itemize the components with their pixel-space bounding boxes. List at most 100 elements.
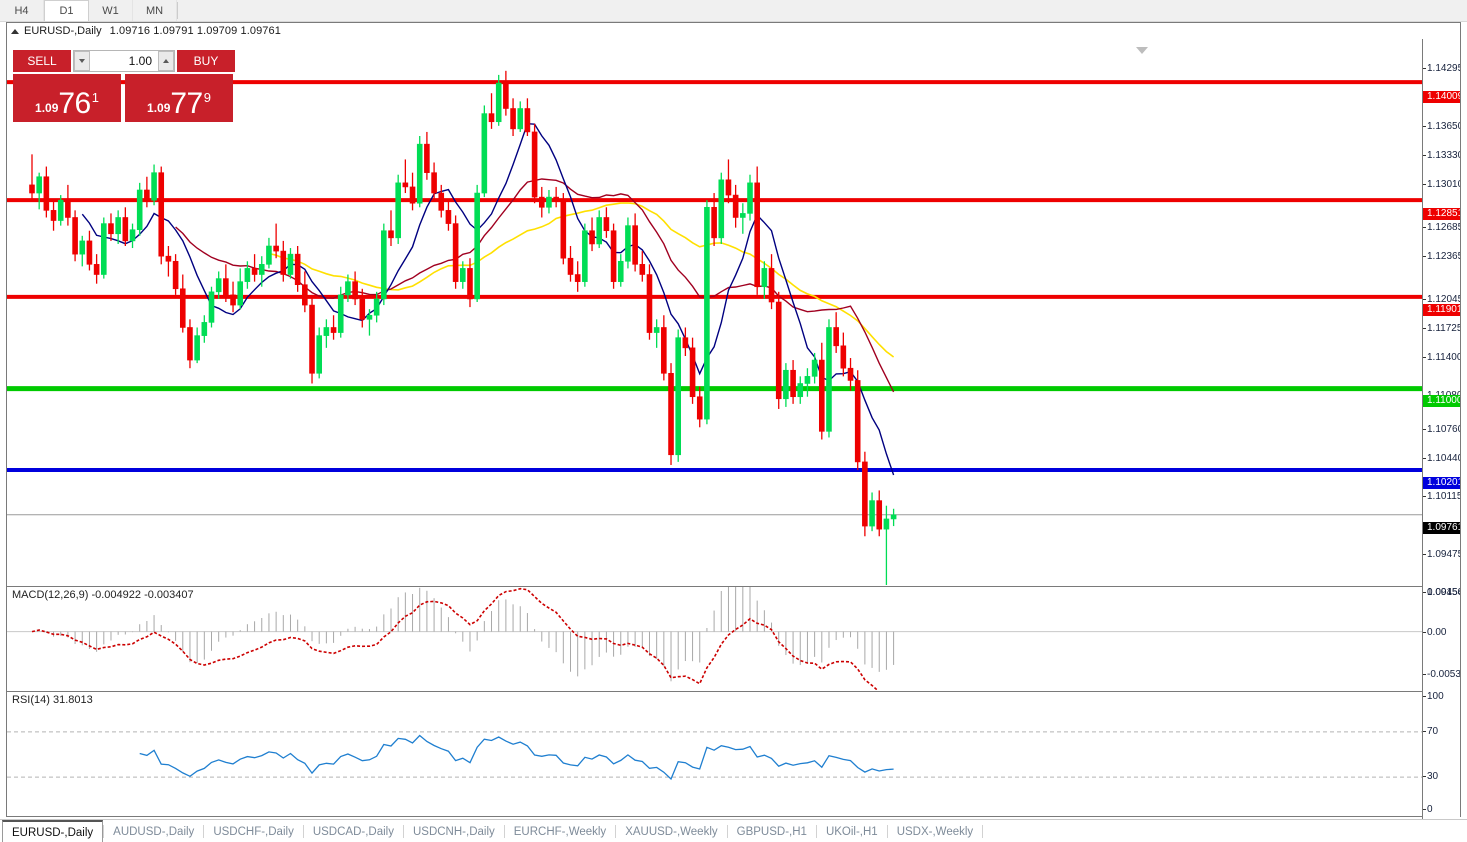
timeframe-button-d1[interactable]: D1 <box>44 0 89 21</box>
current-price-badge[interactable]: 1.09761 <box>1423 522 1460 534</box>
support-level-blue[interactable]: 1.10201 <box>1423 477 1460 489</box>
oct-controls-row: SELL 1.00 BUY <box>13 50 235 72</box>
buy-price-big: 77 <box>170 87 203 120</box>
toolbar-empty-area <box>178 0 1467 21</box>
chart-end-marker-icon[interactable] <box>1136 47 1148 54</box>
buy-button[interactable]: BUY <box>177 50 235 72</box>
price-tick: 1.12365 <box>1423 251 1460 263</box>
badge-label: 1.09761 <box>1427 522 1460 533</box>
macd-tick: 0.00 <box>1423 627 1460 639</box>
price-tick: 1.10760 <box>1423 424 1460 436</box>
tick-label: 1.09150 <box>1427 587 1460 598</box>
tick-label: 1.13650 <box>1427 121 1460 132</box>
price-tick: 1.13010 <box>1423 179 1460 191</box>
oct-price-row: 1.09 76 1 1.09 77 9 <box>13 74 235 122</box>
tick-label: 30 <box>1427 771 1439 782</box>
price-tick: 1.11400 <box>1423 352 1460 364</box>
resistance-level-1[interactable]: 1.14009 <box>1423 91 1460 103</box>
tick-label: 1.10440 <box>1427 453 1460 464</box>
support-level-green[interactable]: 1.11000 <box>1423 395 1460 407</box>
price-tick: 1.11725 <box>1423 323 1460 335</box>
buy-price-button[interactable]: 1.09 77 9 <box>125 74 233 122</box>
volume-increment-button[interactable] <box>158 51 174 71</box>
chevron-up-icon <box>163 59 169 63</box>
price-tick: 1.10440 <box>1423 453 1460 465</box>
tab-separator <box>886 825 888 838</box>
rsi-pane[interactable]: RSI(14) 31.8013 <box>7 691 1422 822</box>
tick-label: 0.004544 <box>1427 587 1460 598</box>
tick-label: 0 <box>1427 804 1433 815</box>
price-tick: 1.10115 <box>1423 491 1460 503</box>
price-tick: 1.12685 <box>1423 222 1460 234</box>
tab-separator <box>815 825 817 838</box>
tab-separator <box>402 825 404 838</box>
badge-label: 1.14009 <box>1427 91 1460 102</box>
chart-tab-eurchf--weekly[interactable]: EURCHF-,Weekly <box>513 825 607 838</box>
volume-decrement-button[interactable] <box>74 51 90 71</box>
tab-separator <box>302 825 304 838</box>
triangle-up-icon[interactable] <box>11 28 19 34</box>
chart-tab-ukoil--h1[interactable]: UKOil-,H1 <box>825 825 878 838</box>
tab-separator <box>503 825 505 838</box>
sell-button[interactable]: SELL <box>13 50 71 72</box>
chart-tab-usdcad--daily[interactable]: USDCAD-,Daily <box>312 825 394 838</box>
tick-dash <box>1423 68 1426 69</box>
tick-dash <box>1423 458 1426 459</box>
tick-label: 1.12365 <box>1427 251 1460 262</box>
tick-dash <box>1423 696 1426 697</box>
timeframe-button-w1[interactable]: W1 <box>89 0 133 21</box>
rsi-tick: 30 <box>1423 771 1460 783</box>
chart-header: EURUSD-,Daily 1.09716 1.09791 1.09709 1.… <box>7 23 1460 39</box>
tick-label: 1.11725 <box>1427 323 1460 334</box>
resistance-level-2[interactable]: 1.12851 <box>1423 208 1460 220</box>
macd-label: MACD(12,26,9) -0.004922 -0.003407 <box>12 589 194 601</box>
price-tick: 1.13650 <box>1423 121 1460 133</box>
tick-dash <box>1423 328 1426 329</box>
price-pane[interactable] <box>7 39 1422 585</box>
price-tick: 1.13330 <box>1423 150 1460 162</box>
sell-price-button[interactable]: 1.09 76 1 <box>13 74 121 122</box>
tick-dash <box>1423 126 1426 127</box>
tick-dash <box>1423 809 1426 810</box>
tick-dash <box>1423 155 1426 156</box>
timeframe-toolbar: H4 D1 W1 MN <box>0 0 1467 22</box>
price-scale[interactable]: 1.14295 1.13650 1.13330 1.13010 1.12685 1.123… <box>1422 39 1460 822</box>
chart-tab-eurusd--daily[interactable]: EURUSD-,Daily <box>2 820 104 842</box>
price-tick: 1.09475 <box>1423 549 1460 561</box>
chart-window: EURUSD-,Daily 1.09716 1.09791 1.09709 1.… <box>6 22 1461 839</box>
badge-label: 1.12851 <box>1427 208 1460 219</box>
buy-price-prefix: 1.09 <box>147 101 171 115</box>
tick-label: 1.12685 <box>1427 222 1460 233</box>
badge-label: 1.11901 <box>1427 304 1460 315</box>
volume-stepper[interactable]: 1.00 <box>73 50 175 72</box>
chart-tab-audusd--daily[interactable]: AUDUSD-,Daily <box>113 825 195 838</box>
chart-tab-gbpusd--h1[interactable]: GBPUSD-,H1 <box>736 825 807 838</box>
chart-tab-usdchf--daily[interactable]: USDCHF-,Daily <box>213 825 294 838</box>
tick-dash <box>1423 496 1426 497</box>
chart-tab-usdcnh--daily[interactable]: USDCNH-,Daily <box>412 825 495 838</box>
tab-separator <box>203 825 205 838</box>
tick-label: 1.10115 <box>1427 491 1460 502</box>
tick-label: -0.005373 <box>1427 669 1460 680</box>
tick-dash <box>1423 184 1426 185</box>
chart-tab-xauusd--weekly[interactable]: XAUUSD-,Weekly <box>625 825 718 838</box>
sell-price-big: 76 <box>58 87 91 120</box>
tick-dash <box>1423 429 1426 430</box>
timeframe-button-h4[interactable]: H4 <box>0 0 44 21</box>
tick-dash <box>1423 256 1426 257</box>
tick-label: 100 <box>1427 691 1444 702</box>
tick-label: 70 <box>1427 726 1439 737</box>
timeframe-button-mn[interactable]: MN <box>133 0 177 21</box>
tick-dash <box>1423 592 1426 593</box>
tab-separator <box>726 825 728 838</box>
tick-dash <box>1423 776 1426 777</box>
volume-input[interactable]: 1.00 <box>90 51 158 71</box>
resistance-level-3[interactable]: 1.11901 <box>1423 304 1460 316</box>
chart-ohlc-values: 1.09716 1.09791 1.09709 1.09761 <box>109 25 281 37</box>
tick-dash <box>1423 227 1426 228</box>
buy-price-fraction: 9 <box>203 90 211 105</box>
macd-pane[interactable]: MACD(12,26,9) -0.004922 -0.003407 <box>7 586 1422 690</box>
tab-separator <box>103 825 105 838</box>
chart-tab-usdx--weekly[interactable]: USDX-,Weekly <box>896 825 974 838</box>
tick-label: 1.13330 <box>1427 150 1460 161</box>
